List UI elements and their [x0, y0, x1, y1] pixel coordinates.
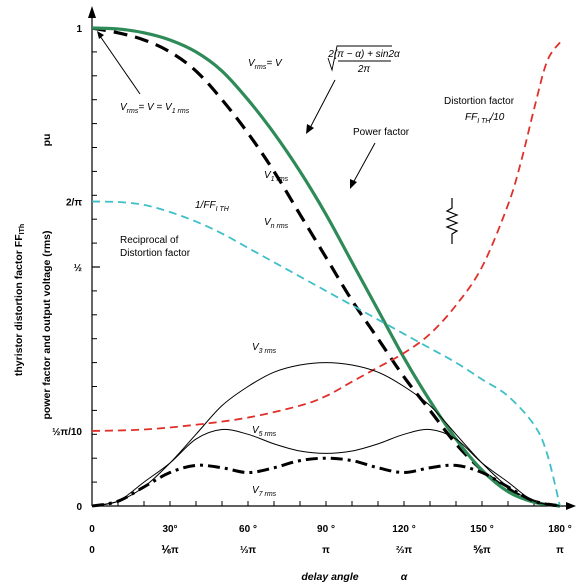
x-axis-title: delay angle — [301, 571, 358, 583]
vrms-eq-arrow-line — [99, 35, 141, 95]
axes — [88, 6, 576, 510]
vrms-eq-v1: Vrms= V = V1 rms — [120, 102, 190, 115]
x-tick-label-deg: 180 ° — [548, 524, 571, 535]
series-line-3 — [91, 41, 561, 432]
vrms-eq-arrow-head — [97, 31, 104, 39]
v1-label: V1 rms — [264, 170, 289, 183]
y-axis-title-2: power factor and output voltage (rms) — [41, 230, 53, 419]
vrms-formula-lhs: Vrms= V — [248, 58, 283, 71]
v7-label: V7 rms — [252, 485, 277, 498]
series-layer — [91, 26, 561, 508]
vrms-formula-den: 2π — [357, 64, 371, 75]
formula-arrow-head — [306, 124, 314, 134]
x-tick-label-rad: π — [322, 545, 330, 556]
x-tick-label-deg: 90 ° — [317, 524, 335, 535]
x-axis-symbol: α — [401, 571, 408, 583]
x-tick-label-rad: 0 — [89, 545, 95, 556]
x-tick-label-rad: π — [556, 545, 564, 556]
reciprocal-label-1: Reciprocal of — [120, 235, 179, 246]
y-axis-title-1: thyristor distortion factor FFITh — [13, 224, 26, 376]
x-tick-label-deg: 0 — [89, 524, 95, 535]
labels: 0 ½π/10 ½ 2/π 1 0 30° 60 ° 90 ° 120 ° 150 ° 180 ° 0 ⅙… — [13, 24, 572, 583]
x-tick-label-deg: 150 ° — [470, 524, 493, 535]
y-tick-label: 1 — [76, 24, 82, 35]
x-tick-label-rad: ⅔π — [396, 545, 412, 556]
y-axis-arrow — [88, 6, 96, 18]
x-tick-label-rad: ⅚π — [473, 545, 491, 556]
y-tick-label: ½ — [74, 263, 82, 274]
v5-label: V5 rms — [252, 425, 277, 438]
y-tick-label: 0 — [76, 502, 82, 513]
distortion-factor-label: Distortion factor — [444, 96, 515, 107]
y-tick-label: 2/π — [66, 198, 82, 209]
ff-ith-10-label: FFI TH/10 — [465, 112, 505, 125]
formula-arrow-line — [309, 79, 336, 129]
x-axis-arrow — [566, 502, 576, 510]
x-tick-label-rad: ⅙π — [161, 545, 179, 556]
power-factor-arrow-line — [352, 142, 376, 184]
x-tick-label-deg: 60 ° — [239, 524, 257, 535]
x-tick-label-deg: 30° — [162, 524, 177, 535]
inv-ff-label: 1/FFI TH — [195, 200, 230, 213]
vn-label: Vn rms — [264, 217, 289, 230]
reciprocal-label-2: Distortion factor — [120, 248, 191, 259]
x-tick-label-rad: ⅓π — [240, 545, 256, 556]
series-line-2 — [91, 200, 561, 507]
series-line-1 — [91, 26, 561, 508]
power-factor-label: Power factor — [353, 127, 410, 138]
resistor-icon — [445, 198, 459, 244]
sqrt-sign — [327, 45, 392, 72]
x-tick-label-deg: 120 ° — [392, 524, 415, 535]
v3-label: V3 rms — [252, 342, 277, 355]
power-factor-arrow-head — [350, 179, 357, 189]
series-line-5 — [91, 428, 561, 507]
vrms-formula-num: 2(π − α) + sin2α — [327, 49, 400, 60]
y-axis-unit: pu — [41, 134, 53, 147]
y-tick-label: ½π/10 — [52, 427, 82, 438]
series-line-6 — [91, 456, 561, 508]
